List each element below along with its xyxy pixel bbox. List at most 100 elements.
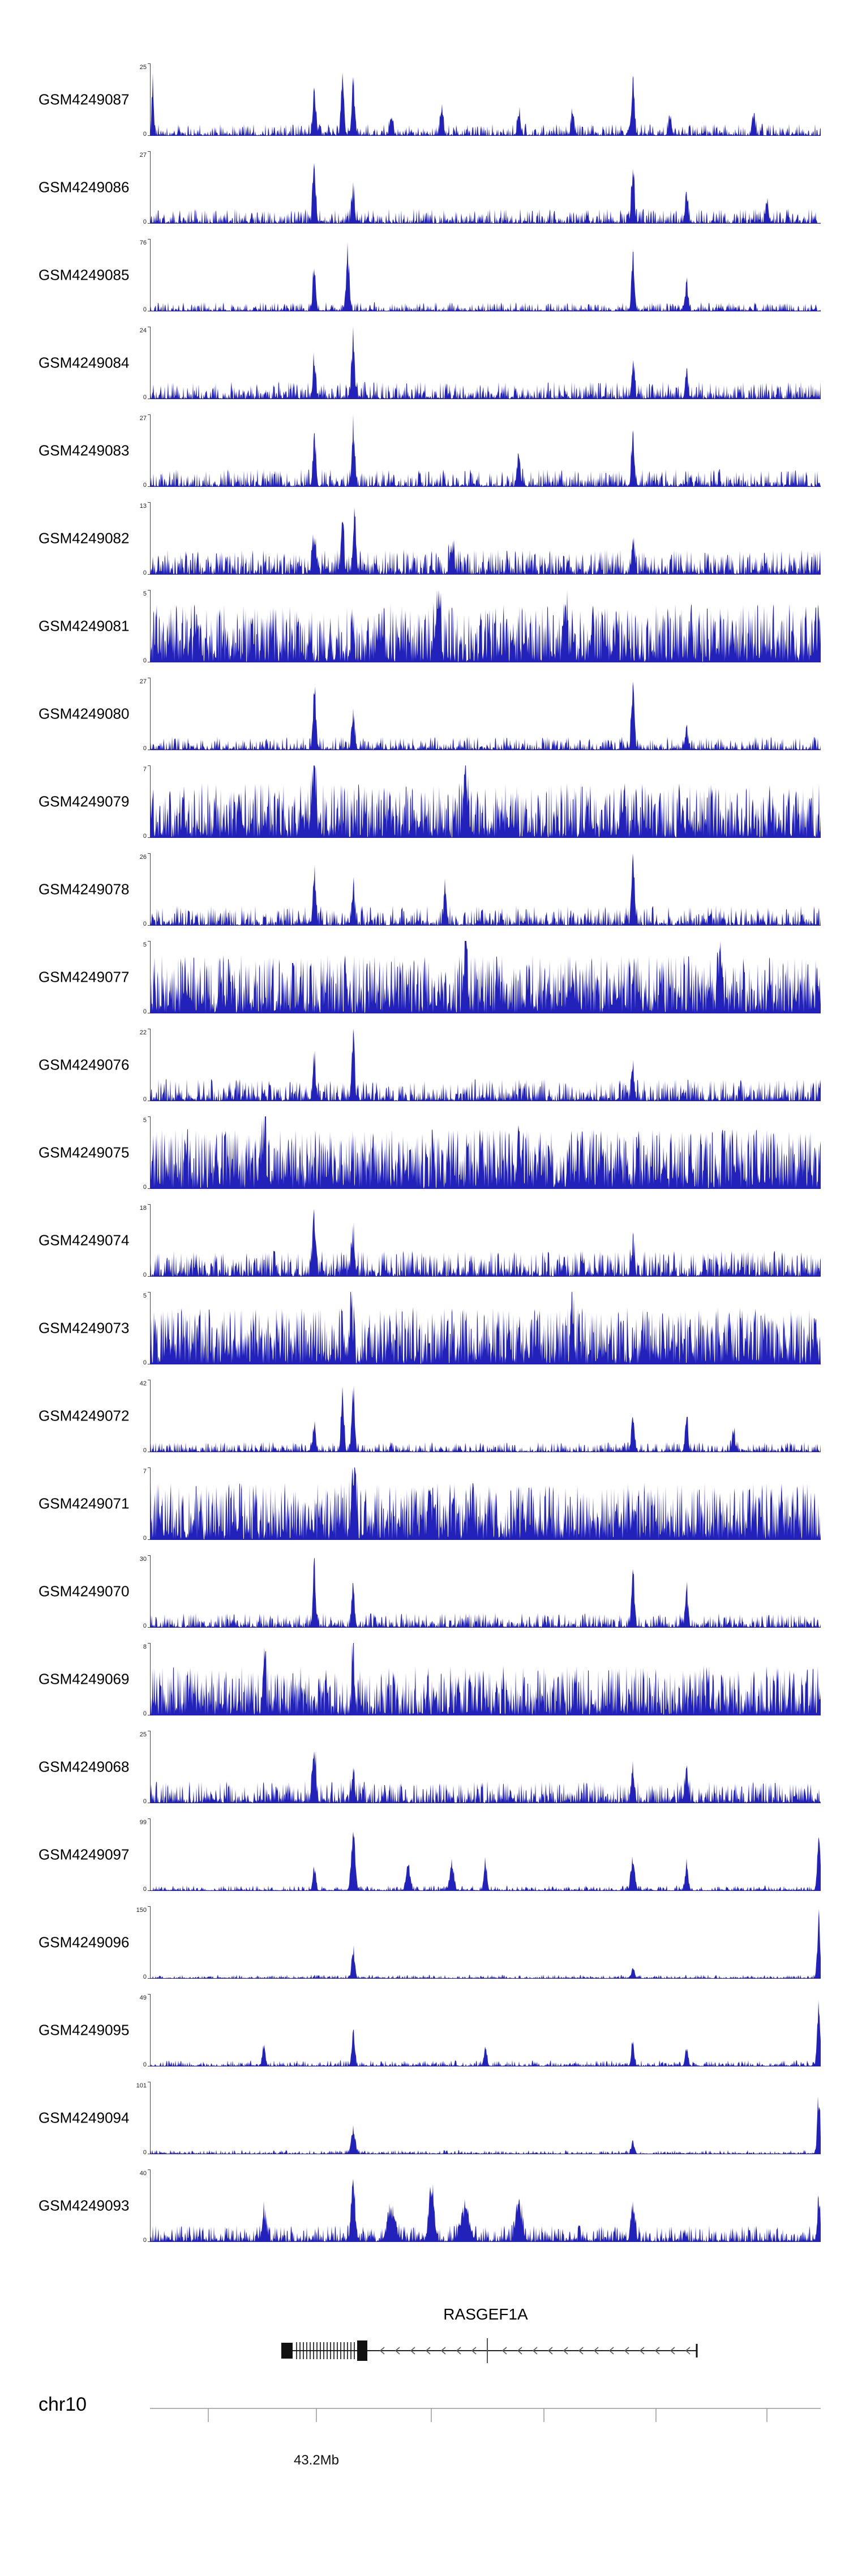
y-zero-label: 0 [143, 570, 147, 576]
strand-arrow-left-icon [670, 2347, 675, 2355]
signal-plot: 50 [143, 1292, 821, 1366]
strand-arrow-left-icon [685, 2347, 691, 2355]
strand-arrow-left-icon [425, 2347, 431, 2355]
gene-model [281, 2338, 698, 2363]
y-zero-label: 0 [143, 2061, 147, 2068]
signal-plot: 50 [143, 941, 821, 1015]
y-zero-label: 0 [143, 394, 147, 401]
coverage-signal [150, 1557, 821, 1628]
y-max-label: 30 [140, 1556, 147, 1563]
coverage-signal [150, 2000, 821, 2066]
strand-arrow-left-icon [639, 2347, 645, 2355]
y-max-label: 5 [143, 1293, 147, 1299]
strand-arrow-left-icon [578, 2347, 584, 2355]
y-zero-label: 0 [143, 1008, 147, 1015]
track-label: GSM4249076 [38, 1056, 130, 1073]
coverage-signal [150, 1292, 821, 1364]
y-zero-label: 0 [143, 1096, 147, 1103]
y-zero-label: 0 [143, 1447, 147, 1454]
y-max-label: 27 [140, 415, 147, 422]
y-zero-label: 0 [143, 2149, 147, 2156]
track-row: GSM4249097 99 0 [0, 1818, 849, 1893]
track-row: GSM4249095 49 0 [0, 1994, 849, 2068]
y-zero-label: 0 [143, 745, 147, 752]
strand-arrow-left-icon [395, 2347, 400, 2355]
coverage-signal [150, 72, 821, 136]
strand-arrow-left-icon [379, 2347, 385, 2355]
coverage-signal [150, 765, 821, 838]
track-row: GSM4249085 76 0 [0, 239, 849, 313]
track-label: GSM4249072 [38, 1407, 130, 1424]
coverage-signal [150, 941, 821, 1013]
coverage-signal [150, 163, 821, 224]
track-label: GSM4249078 [38, 880, 130, 898]
y-zero-label: 0 [143, 219, 147, 225]
track-label: GSM4249082 [38, 529, 130, 547]
signal-plot: 22 0 [140, 1029, 821, 1103]
track-label: GSM4249075 [38, 1144, 130, 1161]
strand-arrow-left-icon [517, 2347, 522, 2355]
track-row: GSM4249077 5 0 [0, 941, 849, 1015]
y-zero-label: 0 [143, 1184, 147, 1191]
track-label: GSM4249083 [38, 442, 130, 459]
coverage-signal [150, 1385, 821, 1452]
track-label: GSM4249073 [38, 1319, 130, 1337]
y-max-label: 101 [136, 2082, 147, 2089]
track-row: GSM4249093 40 0 [0, 2170, 849, 2244]
y-max-label: 7 [143, 1468, 147, 1475]
track-label: GSM4249085 [38, 266, 130, 284]
signal-plot: 50 [143, 590, 821, 664]
y-zero-label: 0 [143, 306, 147, 313]
track-row: GSM4249069 8 0 [0, 1643, 849, 1717]
signal-plot: 26 0 [140, 853, 821, 927]
signal-plot: 27 0 [140, 678, 821, 752]
y-zero-label: 0 [143, 1359, 147, 1366]
coordinate-ruler [150, 2408, 821, 2422]
coverage-signal [150, 1467, 821, 1540]
exon-block [357, 2340, 367, 2361]
y-zero-label: 0 [143, 1886, 147, 1893]
signal-plot: 70 [143, 765, 821, 840]
track-label: GSM4249087 [38, 91, 130, 108]
y-zero-label: 0 [143, 1535, 147, 1542]
y-max-label: 76 [140, 239, 147, 246]
coverage-signal [150, 1208, 821, 1277]
track-label: GSM4249080 [38, 705, 130, 722]
y-max-label: 40 [140, 2170, 147, 2177]
signal-plot: 80 [143, 1643, 821, 1717]
track-row: GSM4249096 150 0 [0, 1906, 849, 1980]
track-row: GSM4249073 5 0 [0, 1292, 849, 1366]
coverage-signal [150, 1909, 821, 1979]
track-row: GSM4249081 5 0 [0, 590, 849, 664]
signal-plot: 40 0 [140, 2170, 821, 2244]
signal-plot: 101 0 [136, 2082, 821, 2156]
signal-plot: 18 0 [140, 1204, 821, 1278]
gene-name-label: RASGEF1A [443, 2305, 528, 2323]
coverage-signal [150, 1029, 821, 1101]
signal-plot: 24 0 [140, 327, 821, 401]
signal-plot: 13 0 [140, 502, 821, 576]
signal-plot: 42 0 [140, 1380, 821, 1454]
track-row: GSM4249084 24 0 [0, 327, 849, 401]
track-row: GSM4249075 5 0 [0, 1116, 849, 1191]
track-row: GSM4249083 27 0 [0, 414, 849, 489]
track-row: GSM4249082 13 0 [0, 502, 849, 576]
track-label: GSM4249068 [38, 1758, 130, 1775]
coverage-signal [150, 1751, 821, 1803]
y-zero-label: 0 [143, 833, 147, 840]
strand-arrow-left-icon [654, 2347, 660, 2355]
coverage-signal [150, 1831, 821, 1891]
exon-block [281, 2343, 293, 2359]
coverage-signal [150, 1116, 821, 1189]
track-label: GSM4249077 [38, 968, 130, 986]
track-label: GSM4249096 [38, 1933, 130, 1951]
y-max-label: 25 [140, 64, 147, 71]
track-row: GSM4249074 18 0 [0, 1204, 849, 1278]
y-max-label: 150 [136, 1907, 147, 1914]
y-zero-label: 0 [143, 131, 147, 138]
y-zero-label: 0 [143, 1623, 147, 1629]
y-max-label: 5 [143, 590, 147, 597]
y-max-label: 8 [143, 1644, 147, 1650]
track-label: GSM4249095 [38, 2021, 130, 2039]
track-row: GSM4249076 22 0 [0, 1029, 849, 1103]
